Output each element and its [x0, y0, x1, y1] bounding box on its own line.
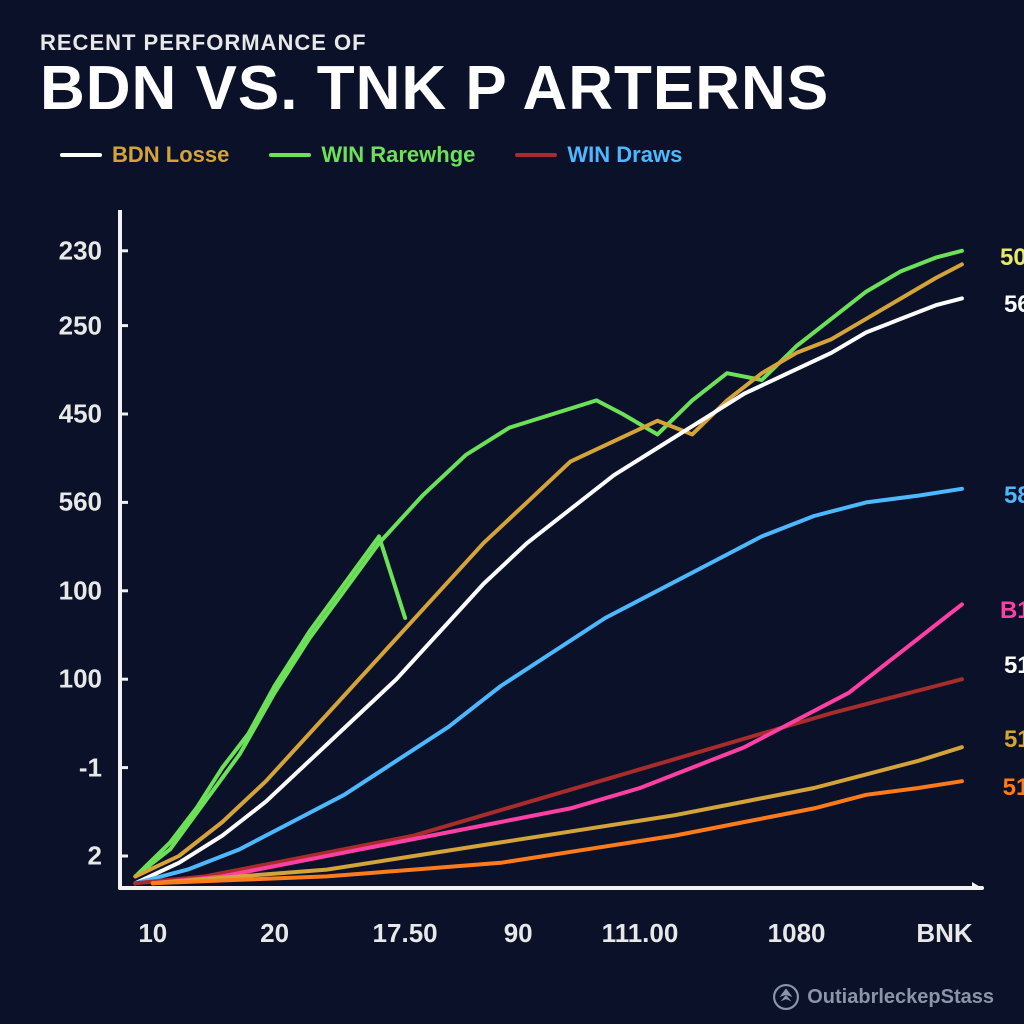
y-tick-label: 100 — [59, 575, 102, 606]
legend: BDN Losse WIN Rarewhge WIN Draws — [0, 130, 1024, 168]
x-tick-label: 10 — [138, 918, 167, 949]
x-tick-label: 111.00 — [602, 918, 679, 949]
footer-brand: OutiabrleckepStass — [773, 984, 994, 1010]
y-tick-label: -1 — [79, 752, 102, 783]
y-axis-labels: 230 250 450 560 100 100 -1 2 — [38, 210, 108, 890]
x-tick-label: 1080 — [768, 918, 826, 949]
series-end-label: 50B — [1000, 244, 1024, 272]
series-end-label: 516 — [1004, 652, 1024, 680]
x-tick-label: 20 — [260, 918, 289, 949]
y-tick-label: 250 — [59, 310, 102, 341]
legend-swatch-0 — [60, 153, 102, 157]
chart-area: 230 250 450 560 100 100 -1 2 50B568588B10516510… — [38, 210, 994, 950]
chart-header: RECENT PERFORMANCE OF BDN VS. TNK P ARTE… — [0, 0, 1024, 130]
y-tick-label: 100 — [59, 664, 102, 695]
y-tick-label: 230 — [59, 235, 102, 266]
x-axis-labels: 10 20 17.50 90 111.00 1080 BNK — [118, 910, 988, 950]
x-tick-label: 90 — [504, 918, 533, 949]
x-tick-label: BNK — [916, 918, 972, 949]
series-end-label: 588 — [1004, 482, 1024, 510]
series-end-label: B10 — [1000, 597, 1024, 625]
legend-item-2: WIN Draws — [515, 142, 682, 168]
y-tick-label: 2 — [88, 841, 102, 872]
plot-area: 50B568588B1051651051Z — [118, 210, 988, 890]
legend-label-2: WIN Draws — [567, 142, 682, 168]
y-tick-label: 560 — [59, 487, 102, 518]
series-end-label: 510 — [1004, 726, 1024, 754]
series-end-label: 568 — [1004, 291, 1024, 319]
legend-swatch-2 — [515, 153, 557, 157]
chart-subtitle: RECENT PERFORMANCE OF — [40, 30, 984, 56]
brand-name: OutiabrleckepStass — [807, 986, 994, 1009]
legend-item-1: WIN Rarewhge — [269, 142, 475, 168]
brand-logo-icon — [773, 984, 799, 1010]
line-chart-svg — [118, 210, 988, 890]
series-end-label: 51Z — [1003, 774, 1024, 802]
y-tick-label: 450 — [59, 399, 102, 430]
x-tick-label: 17.50 — [373, 918, 438, 949]
legend-label-0: BDN Losse — [112, 142, 229, 168]
legend-label-1: WIN Rarewhge — [321, 142, 475, 168]
legend-swatch-1 — [269, 153, 311, 157]
chart-title: BDN VS. TNK P ARTERNS — [40, 58, 984, 120]
legend-item-0: BDN Losse — [60, 142, 229, 168]
